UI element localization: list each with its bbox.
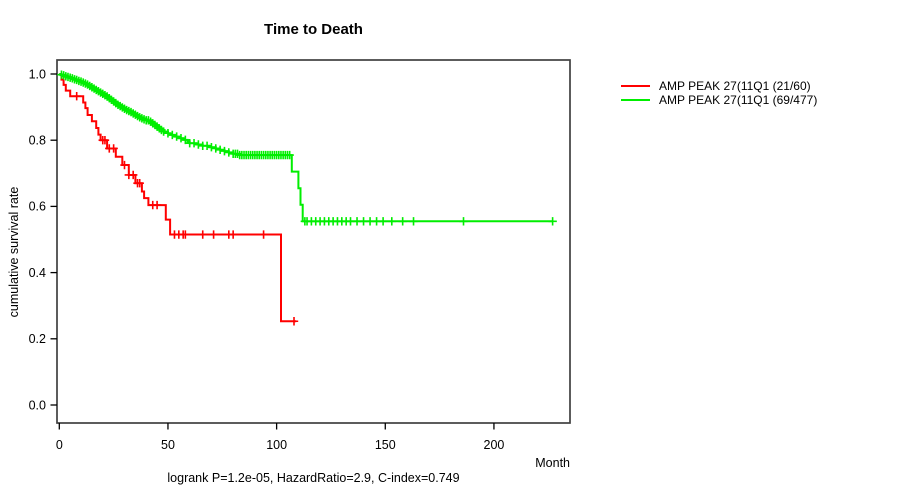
y-tick-label: 0.2 — [29, 332, 46, 346]
censor-mark — [128, 170, 138, 180]
x-tick-label: 100 — [266, 438, 287, 452]
censor-mark — [181, 135, 190, 145]
censor-mark — [202, 141, 212, 151]
legend-item-group1: AMP PEAK 27(11Q1 (21/60) — [621, 79, 817, 93]
x-tick-label: 200 — [484, 438, 505, 452]
censor-mark — [135, 179, 144, 188]
censor-mark — [209, 230, 218, 239]
km-curve-2 — [59, 73, 553, 223]
legend-item-group2: AMP PEAK 27(11Q1 (69/477) — [621, 93, 817, 107]
stats-annotation: logrank P=1.2e-05, HazardRatio=2.9, C-in… — [167, 471, 460, 485]
censor-mark — [163, 129, 173, 138]
legend: AMP PEAK 27(11Q1 (21/60) AMP PEAK 27(11Q… — [621, 79, 817, 107]
y-axis-label: cumulative survival rate — [7, 186, 21, 318]
x-axis-label: Month — [535, 456, 570, 470]
chart-title: Time to Death — [264, 21, 363, 38]
censor-mark — [215, 145, 225, 154]
censor-mark — [109, 144, 118, 153]
censor-mark — [168, 130, 177, 140]
x-tick-label: 0 — [56, 438, 63, 452]
censor-mark — [72, 91, 81, 101]
censor-mark — [259, 230, 268, 239]
censor-mark — [194, 140, 203, 149]
censor-mark — [181, 230, 190, 239]
censor-mark — [398, 217, 407, 226]
censor-mark — [211, 144, 220, 153]
censor-mark — [220, 146, 229, 156]
censor-mark — [378, 217, 388, 226]
legend-label-group2: AMP PEAK 27(11Q1 (69/477) — [659, 93, 818, 107]
censor-mark — [159, 127, 168, 136]
legend-line-swatch-green — [621, 99, 650, 101]
y-tick-label: 0.4 — [29, 266, 46, 280]
x-tick-label: 150 — [375, 438, 396, 452]
censor-mark — [285, 150, 294, 160]
x-tick-label: 50 — [161, 438, 175, 452]
y-tick-label: 0.0 — [29, 398, 46, 412]
y-tick-label: 0.6 — [29, 200, 46, 214]
censor-mark — [176, 134, 186, 143]
censor-mark — [459, 217, 468, 226]
km-curve-1 — [59, 73, 297, 323]
censor-mark — [409, 217, 418, 226]
plot-frame — [56, 59, 571, 424]
censor-mark — [387, 217, 396, 226]
censor-mark — [100, 136, 110, 145]
censor-mark — [224, 148, 234, 157]
censor-mark — [120, 160, 129, 170]
y-tick-label: 1.0 — [29, 67, 46, 81]
censor-mark — [152, 200, 162, 210]
censor-mark — [207, 142, 216, 152]
legend-label-group1: AMP PEAK 27(11Q1 (21/60) — [659, 79, 811, 93]
censor-mark — [548, 217, 557, 226]
censor-mark — [189, 138, 199, 148]
censor-mark — [289, 317, 299, 326]
legend-line-swatch-red — [621, 85, 650, 87]
censor-mark — [228, 230, 238, 239]
censor-mark — [172, 132, 181, 141]
censor-mark — [198, 230, 207, 239]
y-tick-label: 0.8 — [29, 134, 46, 148]
